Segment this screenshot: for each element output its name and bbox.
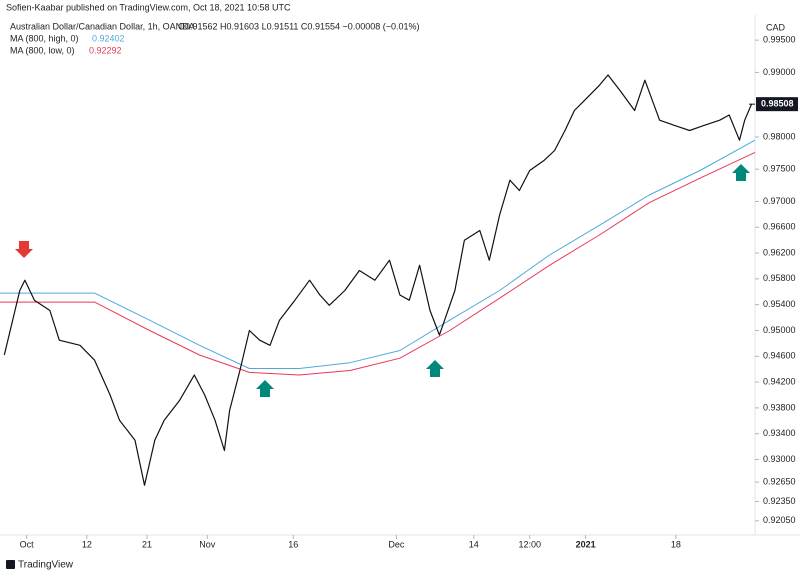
legend-label: MA (800, low, 0) [10,45,75,55]
y-tick-label: 0.95400 [763,299,796,309]
y-tick-label: 0.96200 [763,247,796,257]
y-tick-label: 0.97500 [763,164,796,174]
up-arrow [256,380,274,397]
y-tick-label: 0.98000 [763,131,796,141]
legend-value: 0.92292 [89,45,122,55]
y-tick-label: 0.99000 [763,67,796,77]
y-tick-label: 0.95800 [763,273,796,283]
series-line [3,74,753,486]
y-tick-label: 0.96600 [763,222,796,232]
y-tick-label: 0.92350 [763,496,796,506]
currency: CAD [766,22,786,32]
series-line [0,139,756,369]
y-tick-label: 0.93000 [763,454,796,464]
y-tick-label: 0.94600 [763,351,796,361]
y-tick-label: 0.92050 [763,515,796,525]
down-arrow [15,241,33,258]
last-price-box [756,97,798,112]
x-tick-label: 14 [469,539,479,549]
legend-label: MA (800, high, 0) [10,33,79,43]
x-tick-label: 2021 [576,539,596,549]
ohlc-info: O0.91562 H0.91603 L0.91511 C0.91554 −0.0… [178,21,420,31]
x-tick-label: 12:00 [518,539,541,549]
last-price-label: 0.98508 [761,99,794,109]
header: Sofien-Kaabar published on TradingView.c… [6,2,291,12]
footer: TradingView [18,560,74,571]
y-tick-label: 0.93400 [763,428,796,438]
legend-value: 0.92402 [92,33,125,43]
footer-logo: TradingView [6,560,74,571]
series-line [0,151,756,376]
x-tick-label: 18 [671,539,681,549]
y-tick-label: 0.92650 [763,476,796,486]
y-tick-label: 0.95000 [763,325,796,335]
x-tick-label: 16 [288,539,298,549]
series-title: Australian Dollar/Canadian Dollar, 1h, O… [10,21,195,31]
y-tick-label: 0.99500 [763,35,796,45]
x-tick-label: 12 [82,539,92,549]
x-tick-label: 21 [142,539,152,549]
y-tick-label: 0.97000 [763,196,796,206]
x-tick-label: Dec [388,539,405,549]
x-tick-label: Oct [20,539,35,549]
up-arrow [426,360,444,377]
x-tick-label: Nov [199,539,216,549]
up-arrow [732,164,750,181]
y-tick-label: 0.94200 [763,376,796,386]
y-tick-label: 0.93800 [763,402,796,412]
